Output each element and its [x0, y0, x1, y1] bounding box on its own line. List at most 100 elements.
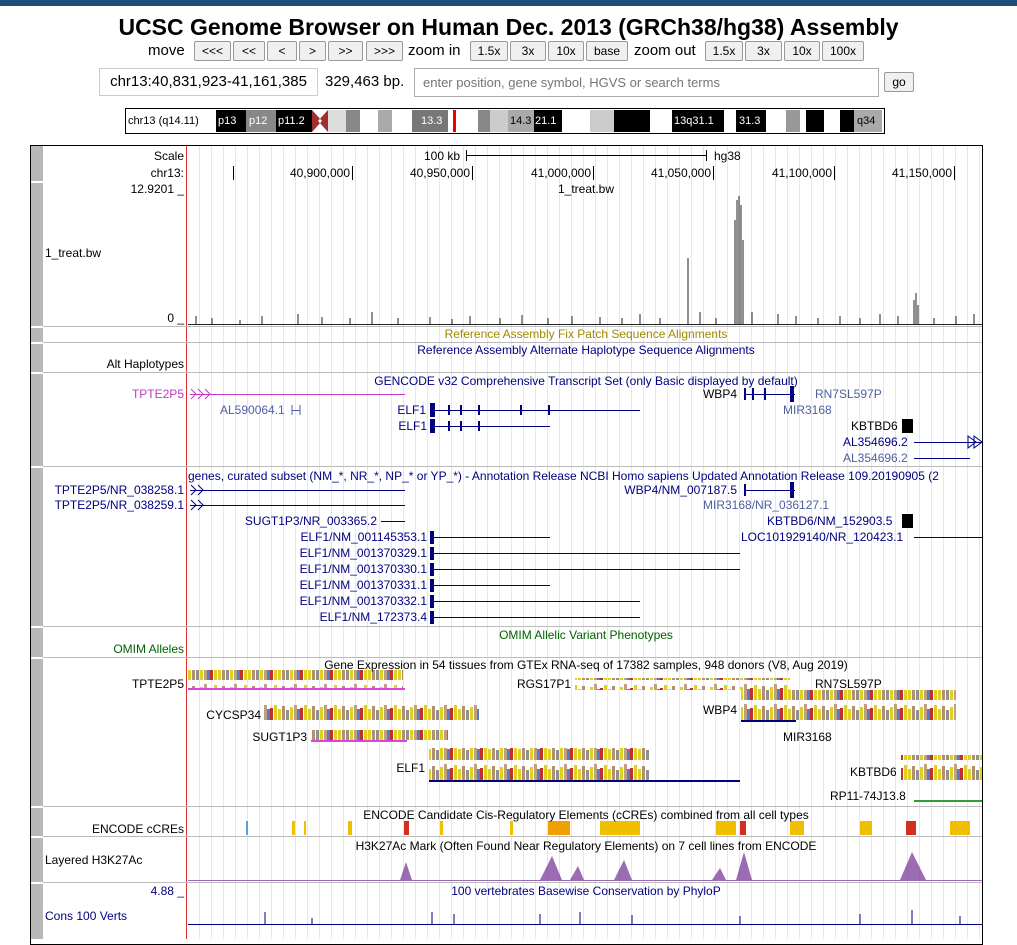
track-name: ENCODE cCREs	[91, 822, 184, 836]
search-input[interactable]	[414, 68, 879, 97]
zoom-out-button[interactable]: 3x	[745, 41, 782, 61]
gene-label: ELF1/NM_001370329.1	[299, 546, 427, 560]
ideogram-bands	[216, 110, 882, 132]
track-separators	[43, 326, 982, 883]
ideogram-label: chr13 (q14.11)	[128, 115, 199, 127]
ideogram	[125, 108, 885, 134]
gene-label: TPTE2P5/NR_038259.1	[54, 498, 184, 512]
zoom-in-button[interactable]: base	[586, 41, 628, 61]
ruler-tick-label: 41,100,000	[771, 166, 832, 180]
ccre-elements	[246, 821, 970, 835]
move-button[interactable]: <<<	[194, 41, 231, 61]
page-title: UCSC Genome Browser on Human Dec. 2013 (…	[118, 14, 899, 40]
side-separators	[31, 181, 43, 884]
ruler-tick-label: 41,000,000	[530, 166, 591, 180]
gene-exons	[430, 386, 983, 449]
track-name: OMIM Alleles	[113, 642, 184, 656]
refseq-genes	[190, 484, 982, 618]
scale-bar-label: 100 kb	[424, 149, 461, 163]
h3k27ac-profile	[188, 852, 982, 881]
track-name: Cons 100 Verts	[45, 909, 128, 923]
gene-label: TPTE2P5/NR_038258.1	[54, 483, 184, 497]
track-title: OMIM Allelic Variant Phenotypes	[499, 628, 673, 642]
gene-label: ELF1	[398, 419, 427, 433]
gene-label: WBP4	[702, 387, 737, 401]
zoom-in-label: zoom in	[408, 42, 461, 59]
zoom-out-label: zoom out	[634, 42, 696, 59]
gtex-bars	[188, 670, 982, 802]
gene-label: WBP4	[702, 703, 737, 717]
move-label: move	[148, 42, 185, 59]
track-title: genes, curated subset (NM_*, NR_*, NP_* …	[188, 469, 939, 483]
zoom-out-button[interactable]: 1.5x	[705, 41, 743, 61]
track-name: Layered H3K27Ac	[45, 853, 143, 867]
zoom-in-button[interactable]: 1.5x	[470, 41, 508, 61]
zoom-in-button[interactable]: 10x	[548, 41, 584, 61]
gene-label: MIR3168	[783, 730, 832, 744]
chrom-label: chr13:	[150, 166, 184, 180]
track-name: Alt Haplotypes	[106, 357, 184, 371]
ruler-tick-label: 41,050,000	[650, 166, 711, 180]
move-button[interactable]: <	[267, 41, 297, 61]
gene-label: MIR3168	[783, 403, 832, 417]
band-label: q34	[857, 115, 876, 127]
ruler-tick-label: 40,900,000	[289, 166, 350, 180]
gene-label: AL354696.2	[843, 435, 908, 449]
signal-profile	[188, 196, 982, 325]
gene-label: RN7SL597P	[815, 387, 882, 401]
go-button[interactable]: go	[884, 72, 914, 92]
move-button[interactable]: >>	[328, 41, 363, 61]
band-label: 21.1	[535, 115, 557, 127]
gene-label: ELF1	[397, 403, 426, 417]
gene-label: AL354696.2	[843, 451, 908, 465]
band-label: 14.3	[510, 115, 532, 127]
gene-label: KBTBD6	[851, 419, 898, 433]
ruler-tick-label: 40,950,000	[409, 166, 470, 180]
gene-label: ELF1/NM_001145353.1	[300, 530, 427, 544]
gene-label: KBTBD6	[850, 765, 897, 779]
refseq-exons	[430, 482, 913, 624]
gene-label: WBP4/NM_007187.5	[624, 483, 737, 497]
assembly-label: hg38	[714, 149, 741, 163]
move-button[interactable]: >>>	[366, 41, 403, 61]
gene-label: TPTE2P5	[131, 677, 184, 691]
track-title: ENCODE Candidate Cis-Regulatory Elements…	[363, 808, 809, 822]
gene-label: ELF1/NM_172373.4	[319, 610, 427, 624]
top-bar	[0, 0, 1017, 6]
gene-label: KBTBD6/NM_152903.5	[767, 514, 893, 528]
gene-label: RP11-74J13.8	[830, 789, 906, 803]
zoom-out-button[interactable]: 100x	[822, 41, 864, 61]
zoom-out-button[interactable]: 10x	[784, 41, 820, 61]
track-title: Reference Assembly Alternate Haplotype S…	[417, 343, 755, 357]
track-title: H3K27Ac Mark (Often Found Near Regulator…	[355, 839, 817, 853]
gene-label: CYCSP34	[206, 708, 261, 722]
zoom-in-button[interactable]: 3x	[510, 41, 546, 61]
gene-label: MIR3168/NR_036127.1	[703, 498, 830, 512]
gene-label: ELF1	[396, 761, 425, 775]
track-min: 0 _	[167, 311, 184, 325]
ruler	[233, 150, 955, 180]
band-label: p13	[218, 115, 237, 127]
track-max: 12.9201 _	[130, 182, 184, 196]
band-label: p12	[249, 115, 268, 127]
band-label: p11.2	[278, 115, 305, 127]
left-boundary	[186, 146, 187, 939]
gene-label: ELF1/NM_001370332.1	[299, 594, 427, 608]
track-max: 4.88 _	[150, 884, 184, 898]
conservation-profile	[188, 910, 982, 925]
gene-label: AL590064.1	[220, 403, 285, 417]
position-size: 329,463 bp.	[325, 73, 405, 90]
gene-label: ELF1/NM_001370330.1	[299, 562, 427, 576]
gene-label: SUGT1P3	[252, 730, 307, 744]
gene-label: RN7SL597P	[815, 677, 882, 691]
ruler-tick-label: 41,150,000	[891, 166, 952, 180]
gene-label: LOC101929140/NR_120423.1	[741, 530, 904, 544]
track-title: Gene Expression in 54 tissues from GTEx …	[324, 658, 848, 672]
track-side-buttons[interactable]	[31, 146, 43, 939]
move-button[interactable]: >	[299, 41, 326, 61]
position-display: chr13:40,831,923-41,161,385	[99, 68, 318, 96]
gene-label: RGS17P1	[516, 677, 571, 691]
move-button[interactable]: <<	[233, 41, 265, 61]
band-label: 13.3	[421, 115, 443, 127]
